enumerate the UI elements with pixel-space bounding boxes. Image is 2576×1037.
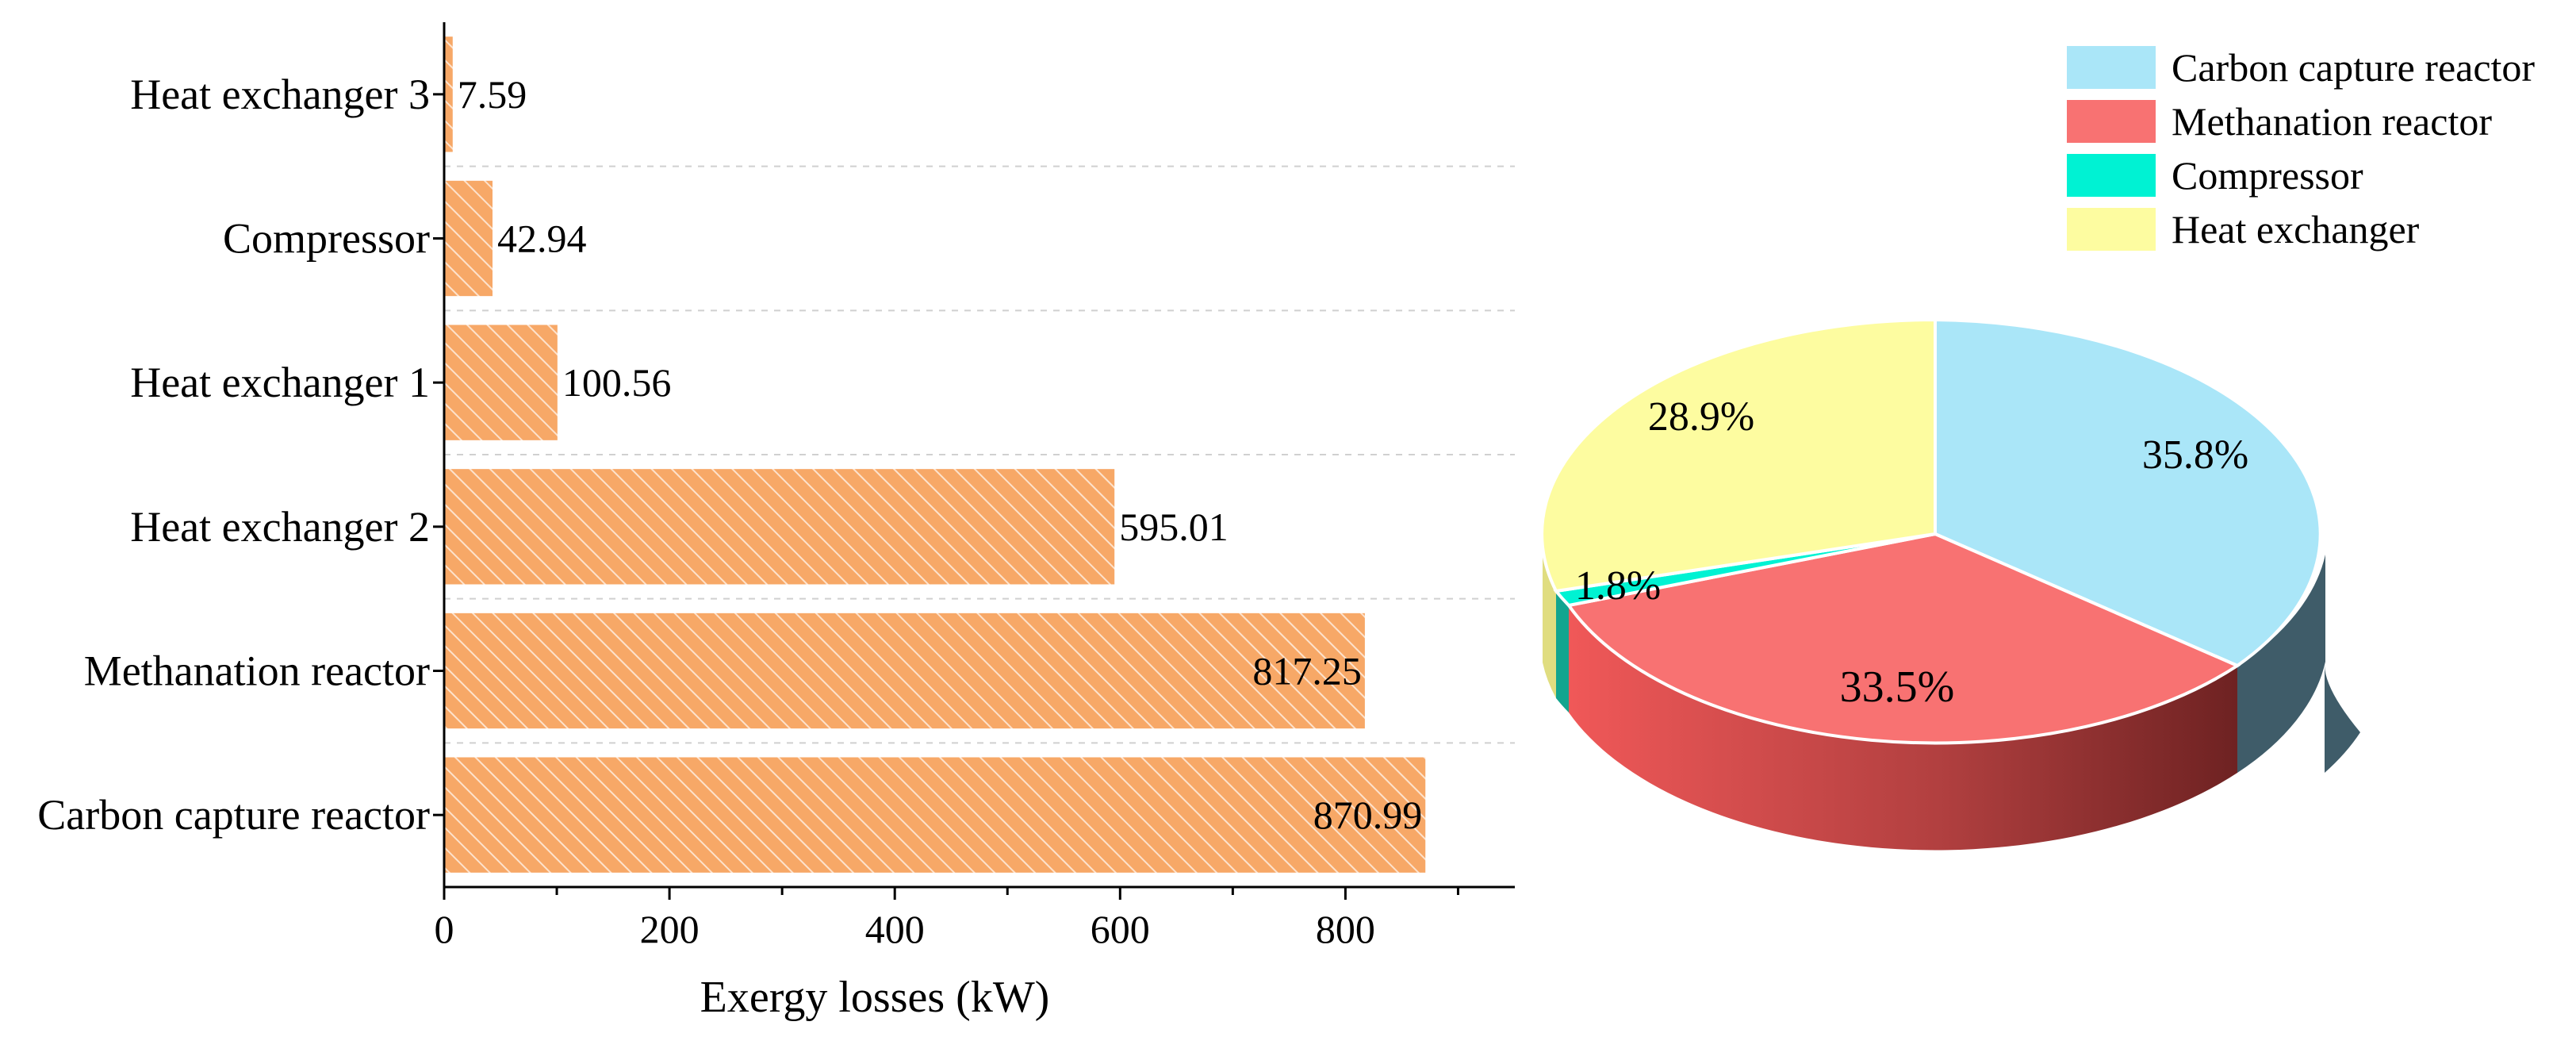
bar — [444, 757, 1426, 873]
pct-label-methanation: 33.5% — [1840, 663, 1955, 712]
grid-lines — [444, 165, 1515, 744]
bar-value-label: 870.99 — [1313, 793, 1423, 837]
bar — [444, 325, 558, 440]
bar — [444, 469, 1115, 585]
bar-value-label: 595.01 — [1119, 505, 1229, 549]
pie-side-compressor — [1556, 591, 1569, 712]
y-ticks: Heat exchanger 3 Compressor Heat exchanger… — [37, 71, 444, 839]
pie-slice-heat-exchanger — [1540, 317, 1937, 593]
bars: 7.59 42.94 100.56 595.01 817.25 870.99 — [444, 36, 1426, 873]
bar-value-label: 7.59 — [458, 72, 527, 117]
legend-swatch-heat-exchanger — [2067, 208, 2156, 251]
legend-label-compressor: Compressor — [2172, 153, 2363, 198]
bar — [444, 36, 453, 152]
pct-label-carbon-capture: 35.8% — [2142, 432, 2248, 478]
bar — [444, 180, 493, 297]
pie-side-heat-exchanger — [1543, 555, 1556, 698]
legend-label-carbon-capture: Carbon capture reactor — [2172, 45, 2535, 90]
y-tick-label: Heat exchanger 3 — [130, 71, 430, 118]
bar-chart: 7.59 42.94 100.56 595.01 817.25 870.99 Heat e… — [37, 22, 1515, 1022]
x-tick-label: 0 — [435, 907, 454, 951]
y-tick-label: Heat exchanger 2 — [130, 503, 430, 551]
y-tick-label: Heat exchanger 1 — [130, 359, 430, 406]
pie-slice-methanation — [1566, 532, 2241, 745]
x-tick-label: 600 — [1091, 907, 1150, 951]
legend: Carbon capture reactor Methanation react… — [2067, 45, 2535, 252]
pct-label-heat-exchanger: 28.9% — [1648, 394, 1754, 440]
x-tick-label: 800 — [1316, 907, 1375, 951]
pie-side-carbon-capture — [2325, 666, 2360, 773]
pie-side-carbon-capture-rim — [2237, 555, 2325, 773]
pie-side-methanation — [1569, 605, 2237, 851]
x-tick-label: 400 — [865, 907, 925, 951]
bar-value-label: 100.56 — [562, 360, 672, 405]
legend-swatch-methanation — [2067, 100, 2156, 143]
y-tick-label: Methanation reactor — [84, 647, 430, 695]
legend-label-methanation: Methanation reactor — [2172, 99, 2492, 144]
x-tick-label: 200 — [640, 907, 700, 951]
legend-label-heat-exchanger: Heat exchanger — [2172, 207, 2420, 252]
x-axis-title: Exergy losses (kW) — [700, 973, 1050, 1022]
legend-swatch-carbon-capture — [2067, 46, 2156, 89]
x-ticks: 0 200 400 600 800 — [435, 887, 1459, 951]
legend-swatch-compressor — [2067, 154, 2156, 197]
bar-value-label: 42.94 — [497, 217, 587, 261]
pct-label-compressor: 1.8% — [1575, 563, 1661, 609]
y-tick-label: Carbon capture reactor — [37, 791, 430, 839]
pie-slice-carbon-capture — [1934, 317, 2322, 668]
bar-value-label: 817.25 — [1252, 649, 1362, 693]
y-tick-label: Compressor — [223, 215, 430, 263]
bar — [444, 613, 1365, 729]
pie-chart: 35.8% 33.5% 1.8% 28.9% — [1540, 317, 2360, 851]
